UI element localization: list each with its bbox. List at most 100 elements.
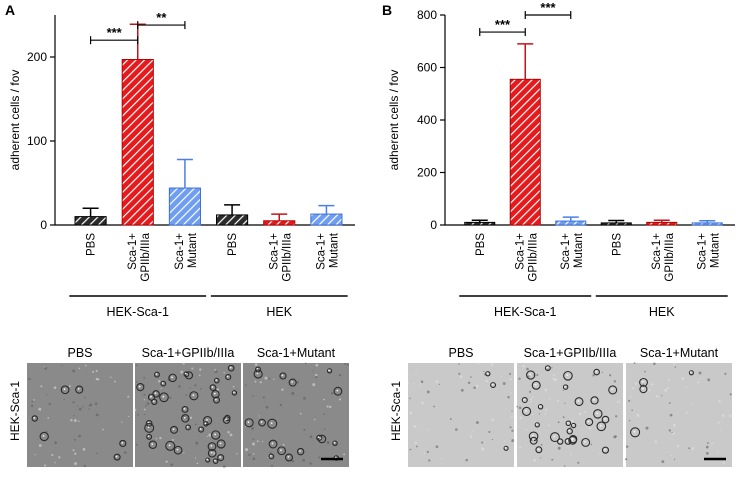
micrograph-speckle: [32, 399, 35, 401]
micrograph-speckle: [262, 396, 265, 399]
micrograph-image: [408, 363, 514, 467]
micrograph-cell-highlight: [154, 392, 157, 395]
micrograph-speckle: [159, 436, 162, 440]
micrograph-speckle: [414, 441, 418, 445]
micrograph-cell-highlight: [42, 434, 45, 437]
micrograph-speckle: [227, 431, 230, 434]
micrograph-cell-highlight: [152, 400, 155, 403]
micrograph-speckle: [70, 419, 73, 422]
micrograph-cell: [205, 457, 211, 463]
micrograph-speckle: [223, 372, 225, 374]
micrograph-speckle: [516, 405, 519, 408]
bar: [263, 220, 296, 226]
micrograph-cell-highlight: [171, 376, 173, 379]
micrograph-cell: [255, 366, 262, 373]
micrograph-speckle: [252, 438, 255, 440]
micrograph-speckle: [89, 403, 93, 407]
micrograph-speckle: [673, 362, 676, 365]
micrograph-cell-highlight: [553, 435, 556, 438]
micrograph-speckle: [281, 388, 284, 391]
panel-a-y-axis-label: adherent cells / fov: [8, 70, 22, 171]
micrograph-speckle: [449, 418, 452, 420]
micrograph-speckle: [481, 441, 484, 444]
micrograph-cell-highlight: [587, 420, 590, 423]
micrograph-speckle: [685, 386, 688, 389]
micrograph-cell: [596, 421, 607, 432]
y-tick-label: 600: [417, 61, 437, 75]
micrograph-speckle: [631, 409, 633, 411]
micrograph-speckle: [194, 457, 197, 459]
micrograph-speckle: [338, 373, 342, 377]
micrograph-speckle: [196, 462, 199, 465]
micrograph-image: [243, 363, 349, 467]
micrograph-speckle: [473, 386, 477, 389]
micrograph-speckle: [423, 452, 426, 455]
micrograph-speckle: [127, 395, 130, 398]
micrograph-speckle: [613, 380, 616, 383]
micrograph-cell-highlight: [184, 372, 187, 375]
micrograph-speckle: [169, 396, 172, 400]
micrograph-speckle: [128, 415, 130, 418]
micrograph-speckle: [74, 462, 77, 465]
micrograph-cell-highlight: [260, 421, 263, 423]
micrograph-speckle: [54, 441, 58, 445]
micrograph-speckle: [427, 429, 429, 432]
micrograph-speckle: [706, 442, 709, 444]
micrograph-speckle: [78, 420, 80, 423]
micrograph-cell: [566, 428, 573, 435]
micrograph-speckle: [483, 371, 485, 373]
micrograph-speckle: [441, 457, 443, 460]
micrograph-speckle: [146, 402, 150, 405]
micrograph-speckle: [698, 371, 702, 375]
micrograph-speckle: [481, 447, 483, 449]
micrograph-cell: [227, 364, 235, 372]
micrograph-speckle: [707, 378, 711, 382]
micrograph-speckle: [72, 369, 76, 373]
micrograph-speckle: [183, 452, 185, 454]
micrograph-speckle: [326, 405, 329, 408]
micrograph-speckle: [121, 421, 123, 423]
micrograph-image: [626, 363, 732, 467]
micrograph-speckle: [38, 444, 42, 447]
micrograph-cell-highlight: [270, 422, 273, 425]
micrograph-cell-highlight: [633, 430, 636, 433]
micrograph-speckle: [185, 394, 188, 396]
micrograph-speckle: [592, 374, 595, 377]
micrograph-speckle: [244, 384, 247, 386]
micrograph-speckle: [645, 426, 649, 430]
micrograph-cell-highlight: [611, 388, 614, 391]
micrograph-speckle: [252, 453, 255, 455]
micrograph-speckle: [676, 445, 680, 448]
micrograph-cell: [565, 420, 572, 427]
micrograph-speckle: [533, 458, 537, 462]
micrograph-cell: [181, 405, 189, 413]
micrograph-speckle: [48, 402, 52, 406]
micrograph-speckle: [261, 440, 264, 443]
y-tick-label: 0: [430, 218, 437, 232]
micrograph-speckle: [114, 380, 116, 383]
micrograph-cell-highlight: [176, 448, 179, 451]
micrograph-cell-highlight: [641, 387, 644, 390]
micrograph-cell-highlight: [213, 392, 216, 395]
micrograph-speckle: [673, 458, 676, 461]
micrograph-speckle: [143, 393, 146, 396]
micrograph-cell: [154, 371, 160, 378]
micrograph-speckle: [722, 461, 725, 464]
micrograph-speckle: [518, 377, 521, 380]
micrograph-speckle: [729, 393, 732, 396]
y-tick-label: 400: [417, 113, 437, 127]
micrograph-speckle: [435, 445, 439, 449]
micrograph-speckle: [413, 425, 417, 428]
micrograph-cell: [601, 446, 610, 454]
micrograph-speckle: [265, 405, 269, 409]
micrograph-speckle: [63, 398, 65, 401]
x-tick-label: Sca-1+GPIIb/IIIa: [127, 232, 152, 281]
micrograph-speckle: [519, 416, 523, 420]
micrograph-cell: [258, 418, 266, 427]
micrograph-speckle: [258, 415, 260, 417]
micrograph-speckle: [189, 387, 191, 389]
x-tick-label: Sca-1+Mutant: [696, 232, 721, 270]
x-tick-label: Sca-1+Mutant: [560, 232, 585, 270]
micrograph-speckle: [545, 408, 548, 411]
micrograph-speckle: [502, 382, 506, 385]
